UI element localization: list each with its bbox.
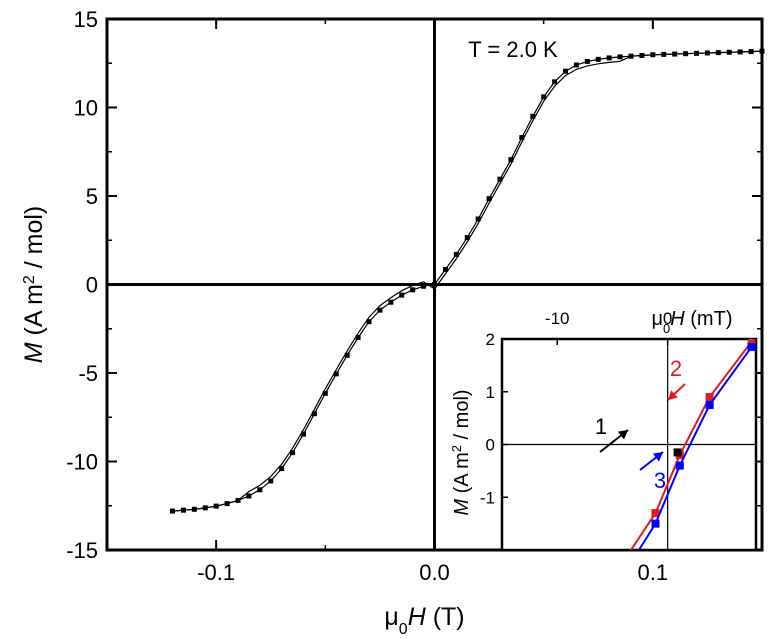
- inset-data-point: [705, 393, 714, 402]
- data-point: [475, 216, 481, 222]
- data-point: [573, 62, 579, 68]
- data-point: [497, 176, 503, 182]
- inset-data-point: [673, 448, 682, 457]
- data-point: [333, 371, 339, 377]
- x-tick-label: 0.0: [419, 560, 450, 585]
- x-tick-label: -0.1: [197, 560, 235, 585]
- data-point: [617, 54, 623, 60]
- inset-y-axis-title: M (A m2 / mol): [449, 389, 474, 515]
- data-point: [606, 55, 612, 61]
- data-point: [246, 493, 252, 499]
- data-point: [737, 49, 743, 55]
- data-point: [715, 50, 721, 56]
- data-point: [694, 50, 699, 56]
- y-tick-label: 10: [74, 96, 98, 121]
- data-point: [661, 51, 667, 57]
- marker-label-3: 3: [654, 468, 666, 493]
- data-point: [399, 292, 405, 298]
- data-point: [202, 505, 208, 511]
- data-point: [344, 352, 350, 358]
- arrow-2-head: [668, 390, 678, 400]
- data-point: [388, 299, 394, 305]
- data-point: [748, 49, 754, 55]
- data-point: [235, 497, 241, 503]
- data-point: [191, 506, 197, 512]
- inset-data-point: [747, 339, 756, 346]
- inset-data-point: [747, 342, 756, 351]
- data-point: [257, 487, 263, 493]
- arrow-3-head: [652, 452, 663, 462]
- data-point: [170, 508, 175, 514]
- y-tick-label: -5: [78, 361, 98, 386]
- data-point: [704, 50, 710, 56]
- data-point: [377, 307, 383, 313]
- y-tick-label: 0: [86, 273, 98, 298]
- y-tick-label: 5: [86, 184, 98, 209]
- data-point: [672, 51, 678, 57]
- data-point: [683, 51, 689, 57]
- marker-label-2: 2: [670, 356, 682, 381]
- data-point: [541, 94, 547, 100]
- inset-x-tick-label: -10: [545, 309, 570, 328]
- data-point: [311, 411, 317, 417]
- data-point: [366, 319, 372, 325]
- y-axis-title: M (A m2 / mol): [20, 206, 48, 364]
- inset-y-tick-label: 2: [486, 330, 495, 349]
- data-point: [322, 390, 328, 396]
- data-point: [584, 58, 590, 64]
- y-tick-label: 15: [74, 7, 98, 32]
- data-point: [268, 478, 274, 484]
- data-point: [301, 431, 306, 437]
- data-point: [464, 235, 470, 241]
- x-tick-label: 0.1: [638, 560, 669, 585]
- inset-data-point: [651, 509, 660, 518]
- inset-data-point: [705, 400, 714, 409]
- y-tick-label: -10: [66, 450, 98, 475]
- data-point: [355, 335, 361, 341]
- data-point: [290, 450, 296, 456]
- inset-x-axis-title: μ0H (mT): [652, 308, 733, 336]
- data-point: [453, 251, 459, 257]
- data-point: [552, 79, 558, 85]
- data-point: [650, 52, 656, 58]
- arrow-1-head: [617, 430, 628, 440]
- temperature-annotation: T = 2.0 K: [468, 37, 558, 62]
- data-point: [432, 282, 437, 287]
- marker-label-1: 1: [595, 414, 607, 439]
- inset-y-tick-label: 1: [486, 383, 495, 402]
- y-tick-label: -15: [66, 538, 98, 563]
- data-point: [519, 135, 525, 141]
- data-point: [530, 113, 536, 119]
- inset-y-tick-label: -1: [480, 488, 495, 507]
- inset-y-tick-label: 0: [486, 436, 495, 455]
- x-axis-title: μ0H (T): [384, 603, 464, 638]
- data-point: [508, 157, 514, 163]
- data-point: [442, 266, 448, 272]
- inset-data-point: [675, 461, 684, 470]
- data-point: [726, 49, 732, 55]
- data-point: [213, 503, 219, 509]
- data-point: [595, 56, 601, 62]
- data-point: [279, 466, 285, 472]
- data-point: [563, 68, 568, 74]
- data-point: [486, 196, 492, 202]
- data-point: [410, 287, 416, 293]
- data-point: [628, 53, 634, 59]
- data-point: [759, 48, 765, 54]
- data-point: [224, 501, 230, 507]
- inset-x-tick-label: 0: [663, 309, 672, 328]
- data-point: [639, 52, 645, 58]
- data-point: [421, 283, 427, 289]
- inset-data-point: [651, 519, 660, 528]
- data-point: [180, 507, 186, 513]
- inset-data-layer: [629, 339, 756, 550]
